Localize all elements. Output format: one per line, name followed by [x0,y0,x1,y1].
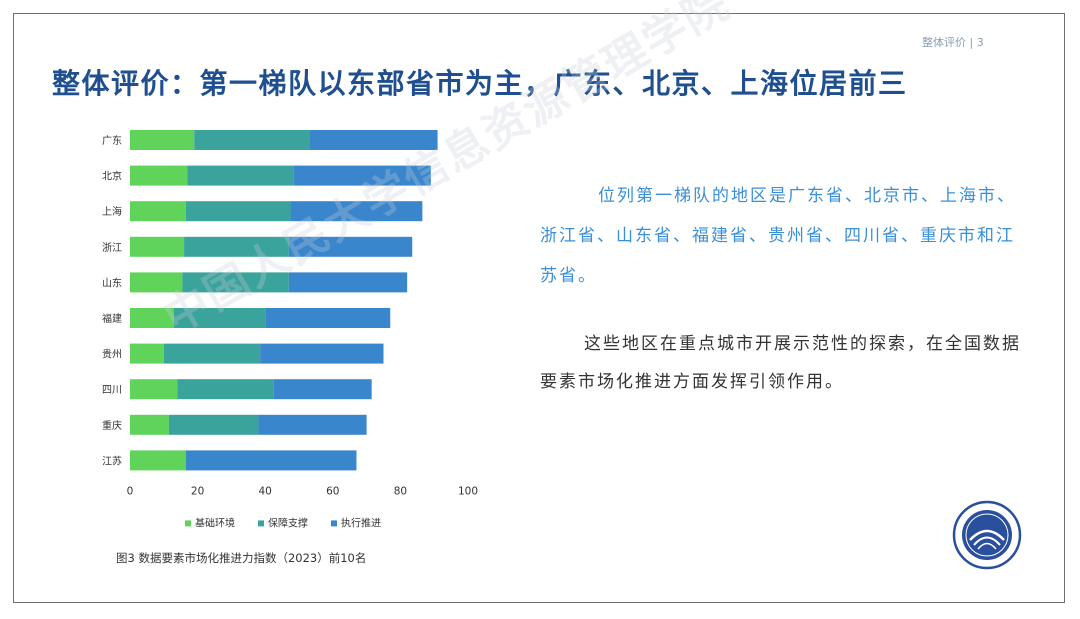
bar-北京-series-0 [130,165,188,186]
category-label: 江苏 [102,454,122,467]
bar-广东-series-0 [130,130,195,150]
figure-caption: 图3 数据要素市场化推进力指数（2023）前10名 [116,551,367,565]
x-tick-label: 80 [394,485,407,497]
legend-swatch [185,520,191,527]
bar-重庆-series-1 [168,414,259,435]
category-label: 上海 [102,205,122,218]
x-tick-label: 100 [458,485,478,497]
category-label: 浙江 [102,242,122,254]
x-tick-label: 0 [127,485,134,497]
legend-swatch [258,520,264,527]
x-tick-label: 40 [259,485,272,497]
category-label: 山东 [102,276,122,289]
bar-江苏-series-0 [130,450,186,471]
bar-重庆-series-0 [130,414,169,435]
bar-广东-series-2 [309,130,438,150]
x-tick-label: 20 [191,485,204,497]
bar-上海-series-2 [290,201,423,222]
bar-北京-series-1 [187,165,294,186]
category-label: 四川 [102,385,122,396]
category-label: 重庆 [102,419,122,432]
bar-贵州-series-0 [130,343,164,364]
bar-山东-series-1 [182,272,289,293]
bar-北京-series-2 [293,165,431,186]
summary-paragraph-role: 这些地区在重点城市开展示范性的探索，在全国数据要素市场化推进方面发挥引领作用。 [540,334,1021,392]
category-label: 贵州 [102,348,122,361]
page-indicator: 整体评价 | 3 [922,36,984,49]
legend-label: 执行推进 [341,516,381,529]
bar-浙江-series-2 [288,236,413,257]
bar-浙江-series-0 [130,236,185,257]
bar-江苏-series-2 [185,450,357,471]
category-label: 北京 [102,170,122,183]
bar-福建-series-1 [173,308,266,328]
category-label: 广东 [102,134,122,147]
bar-浙江-series-1 [184,236,289,257]
bar-四川-series-0 [130,379,178,400]
bar-山东-series-2 [288,272,408,293]
legend-label: 基础环境 [195,516,235,529]
bar-四川-series-1 [177,379,274,400]
bar-广东-series-1 [194,130,310,150]
legend-label: 保障支撑 [268,516,308,529]
summary-paragraph-top-regions: 位列第一梯队的地区是广东省、北京市、上海市、浙江省、山东省、福建省、贵州省、四川… [540,186,1016,286]
university-logo-icon [952,500,1022,570]
bar-福建-series-0 [130,308,174,328]
bar-山东-series-0 [130,272,183,293]
legend-swatch [331,520,337,527]
bar-上海-series-0 [130,201,186,222]
bar-重庆-series-2 [258,414,367,435]
bar-福建-series-2 [265,308,391,328]
bar-贵州-series-1 [163,343,261,364]
x-tick-label: 60 [326,485,339,497]
slide-title: 整体评价：第一梯队以东部省市为主，广东、北京、上海位居前三 [52,67,908,100]
bar-贵州-series-2 [260,343,384,364]
category-label: 福建 [102,312,122,325]
bar-上海-series-1 [185,201,291,222]
bar-四川-series-2 [273,379,372,400]
